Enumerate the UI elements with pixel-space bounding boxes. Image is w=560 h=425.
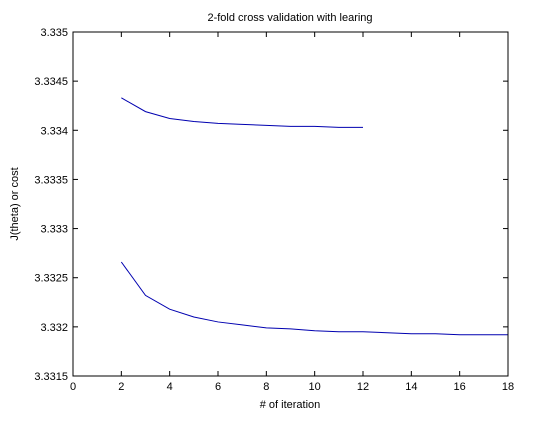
x-tick-label: 6: [215, 381, 221, 393]
axes-box: [72, 31, 509, 377]
x-tick-label: 18: [502, 381, 514, 393]
y-tick-label: 3.3315: [34, 371, 68, 383]
y-tick-label: 3.3325: [34, 273, 68, 285]
y-axis: 3.3315 3.332 3.3325 3.333 3.3335 3.334 3.3345 3…: [34, 27, 508, 383]
x-tick-label: 14: [405, 381, 417, 393]
y-tick-label: 3.335: [40, 27, 68, 39]
x-tick-label: 16: [454, 381, 466, 393]
y-tick-label: 3.332: [40, 322, 68, 334]
x-tick-label: 8: [263, 381, 269, 393]
series-line-2: [120, 261, 508, 336]
y-axis-label: J(theta) or cost: [9, 167, 21, 240]
x-tick-label: 0: [70, 381, 76, 393]
x-axis-label: # of iteration: [260, 399, 321, 411]
x-tick-label: 12: [357, 381, 369, 393]
x-tick-label: 10: [309, 381, 321, 393]
y-tick-label: 3.334: [40, 125, 68, 137]
series-line-1: [121, 97, 363, 128]
y-tick-label: 3.3335: [34, 174, 68, 186]
x-tick-label: 2: [118, 381, 124, 393]
series-layer: [120, 97, 508, 336]
chart-title: 2-fold cross validation with learing: [207, 12, 372, 24]
plot-area: [73, 32, 508, 376]
y-tick-label: 3.3345: [34, 76, 68, 88]
x-axis: 0 2 4 6 8 10 12 14 16 18: [70, 32, 514, 393]
y-tick-label: 3.333: [40, 224, 68, 236]
x-tick-label: 4: [167, 381, 173, 393]
